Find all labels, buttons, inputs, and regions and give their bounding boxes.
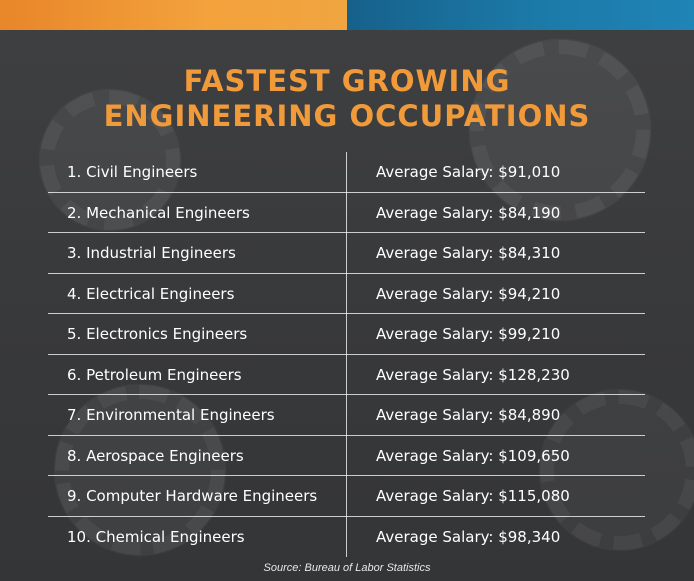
salary-cell: Average Salary: $98,340 [376, 527, 561, 546]
salary-cell: Average Salary: $84,190 [376, 203, 561, 222]
salary-cell: Average Salary: $128,230 [376, 365, 570, 384]
table-row: 2. Mechanical Engineers Average Salary: $… [48, 193, 645, 233]
table-row: 3. Industrial Engineers Average Salary: $… [48, 233, 645, 274]
occupation-cell: 1. Civil Engineers [67, 163, 198, 181]
occupation-cell: 5. Electronics Engineers [67, 325, 248, 343]
table-row: 9. Computer Hardware Engineers Average Sa… [48, 476, 645, 517]
occupation-cell: 3. Industrial Engineers [67, 244, 236, 262]
table-row: 4. Electrical Engineers Average Salary: $… [48, 274, 645, 314]
salary-cell: Average Salary: $115,080 [376, 487, 570, 505]
salary-cell: Average Salary: $84,310 [376, 244, 561, 262]
table-row: 5. Electronics Engineers Average Salary: … [48, 314, 645, 355]
salary-cell: Average Salary: $91,010 [376, 163, 561, 181]
salary-cell: Average Salary: $109,650 [376, 446, 570, 465]
source-caption: Source: Bureau of Labor Statistics [263, 562, 431, 574]
table-row: 8. Aerospace Engineers Average Salary: $1… [48, 436, 645, 476]
occupation-cell: 6. Petroleum Engineers [67, 365, 242, 384]
salary-table: 1. Civil Engineers Average Salary: $91,01… [48, 152, 645, 557]
top-bar-blue [347, 0, 694, 30]
table-row: 6. Petroleum Engineers Average Salary: $1… [48, 355, 645, 395]
column-divider [346, 152, 347, 557]
title-line-2: ENGINEERING OCCUPATIONS [103, 99, 591, 133]
occupation-cell: 9. Computer Hardware Engineers [67, 487, 318, 505]
table-row: 10. Chemical Engineers Average Salary: $9… [48, 517, 645, 558]
top-color-bar [0, 0, 694, 30]
occupation-cell: 7. Environmental Engineers [67, 406, 275, 424]
occupation-cell: 2. Mechanical Engineers [67, 203, 250, 222]
title-line-1: FASTEST GROWING [183, 64, 511, 98]
salary-cell: Average Salary: $84,890 [376, 406, 561, 424]
occupation-cell: 4. Electrical Engineers [67, 284, 235, 303]
occupation-cell: 10. Chemical Engineers [67, 527, 245, 546]
top-bar-orange [0, 0, 347, 30]
salary-cell: Average Salary: $99,210 [376, 325, 561, 343]
table-row: 7. Environmental Engineers Average Salary… [48, 395, 645, 436]
page-title: FASTEST GROWING ENGINEERING OCCUPATIONS [0, 64, 694, 134]
occupation-cell: 8. Aerospace Engineers [67, 446, 244, 465]
table-row: 1. Civil Engineers Average Salary: $91,01… [48, 152, 645, 193]
salary-cell: Average Salary: $94,210 [376, 284, 561, 303]
